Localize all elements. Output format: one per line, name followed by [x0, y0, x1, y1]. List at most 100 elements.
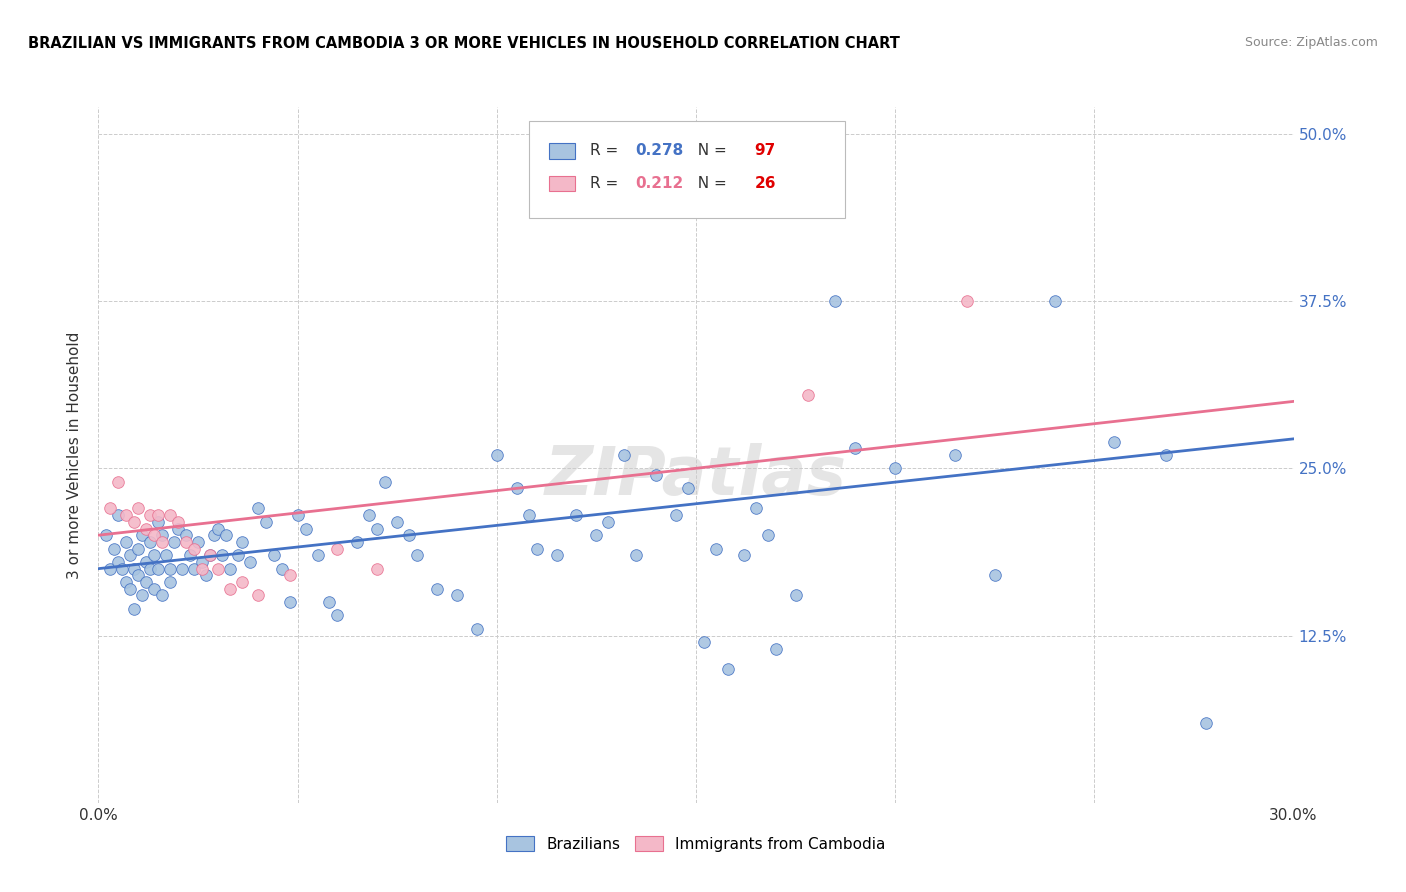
- Point: [174, 534, 197, 549]
- Point: [139, 508, 162, 523]
- Point: [326, 541, 349, 556]
- Point: [135, 575, 157, 590]
- Point: [385, 515, 409, 529]
- Text: 0.278: 0.278: [636, 144, 683, 159]
- Point: [115, 508, 138, 523]
- Point: [98, 501, 122, 516]
- Point: [446, 589, 468, 603]
- Point: [107, 555, 129, 569]
- Point: [246, 589, 269, 603]
- Point: [884, 461, 907, 475]
- Point: [613, 448, 636, 462]
- Text: N =: N =: [688, 144, 731, 159]
- Point: [733, 548, 755, 563]
- Point: [127, 541, 149, 556]
- Point: [163, 534, 186, 549]
- Point: [598, 515, 620, 529]
- Legend: Brazilians, Immigrants from Cambodia: Brazilians, Immigrants from Cambodia: [501, 830, 891, 858]
- Point: [231, 575, 253, 590]
- Point: [956, 294, 979, 309]
- Text: N =: N =: [688, 176, 731, 191]
- Text: Source: ZipAtlas.com: Source: ZipAtlas.com: [1244, 36, 1378, 49]
- Point: [183, 541, 205, 556]
- Point: [626, 548, 648, 563]
- Point: [124, 562, 146, 576]
- Point: [465, 622, 488, 636]
- Point: [103, 541, 125, 556]
- Point: [294, 521, 316, 535]
- Point: [785, 589, 807, 603]
- Point: [1043, 294, 1066, 309]
- Point: [717, 662, 740, 676]
- Point: [278, 568, 301, 582]
- Point: [120, 548, 142, 563]
- Point: [765, 642, 787, 657]
- Point: [131, 589, 153, 603]
- Point: [183, 562, 205, 576]
- Point: [1104, 434, 1126, 449]
- Point: [565, 508, 588, 523]
- Point: [270, 562, 292, 576]
- Point: [676, 482, 699, 496]
- Point: [174, 528, 197, 542]
- Point: [307, 548, 329, 563]
- Point: [143, 582, 166, 596]
- Point: [239, 555, 262, 569]
- Point: [231, 534, 253, 549]
- Point: [346, 534, 368, 549]
- Point: [135, 521, 157, 535]
- Point: [287, 508, 309, 523]
- FancyBboxPatch shape: [548, 144, 575, 159]
- Point: [150, 589, 173, 603]
- Point: [172, 562, 194, 576]
- Point: [207, 521, 229, 535]
- Point: [150, 528, 173, 542]
- Point: [398, 528, 420, 542]
- Point: [187, 534, 209, 549]
- Y-axis label: 3 or more Vehicles in Household: 3 or more Vehicles in Household: [67, 331, 83, 579]
- Point: [485, 448, 508, 462]
- Point: [207, 562, 229, 576]
- Point: [115, 534, 138, 549]
- Point: [202, 528, 225, 542]
- Point: [155, 548, 177, 563]
- Point: [359, 508, 381, 523]
- Point: [143, 548, 166, 563]
- FancyBboxPatch shape: [529, 121, 845, 219]
- Point: [796, 387, 818, 401]
- Point: [605, 140, 627, 154]
- Point: [645, 467, 668, 482]
- Point: [406, 548, 429, 563]
- Text: 26: 26: [755, 176, 776, 191]
- Point: [374, 475, 396, 489]
- Point: [198, 548, 221, 563]
- Point: [111, 562, 134, 576]
- Point: [426, 582, 449, 596]
- Point: [326, 608, 349, 623]
- Point: [665, 508, 688, 523]
- Point: [98, 562, 122, 576]
- Point: [191, 555, 214, 569]
- Point: [278, 595, 301, 609]
- Point: [148, 508, 170, 523]
- Point: [526, 541, 548, 556]
- Point: [219, 562, 242, 576]
- Point: [148, 562, 170, 576]
- Point: [124, 515, 146, 529]
- Point: [366, 521, 388, 535]
- Point: [96, 528, 118, 542]
- Point: [143, 528, 166, 542]
- Point: [745, 501, 768, 516]
- Point: [704, 541, 727, 556]
- Point: [127, 568, 149, 582]
- Point: [246, 501, 269, 516]
- Point: [517, 508, 540, 523]
- FancyBboxPatch shape: [548, 176, 575, 191]
- Point: [984, 568, 1007, 582]
- Point: [756, 528, 779, 542]
- Point: [115, 575, 138, 590]
- Point: [1154, 448, 1177, 462]
- Point: [844, 442, 866, 455]
- Point: [167, 515, 190, 529]
- Point: [226, 548, 249, 563]
